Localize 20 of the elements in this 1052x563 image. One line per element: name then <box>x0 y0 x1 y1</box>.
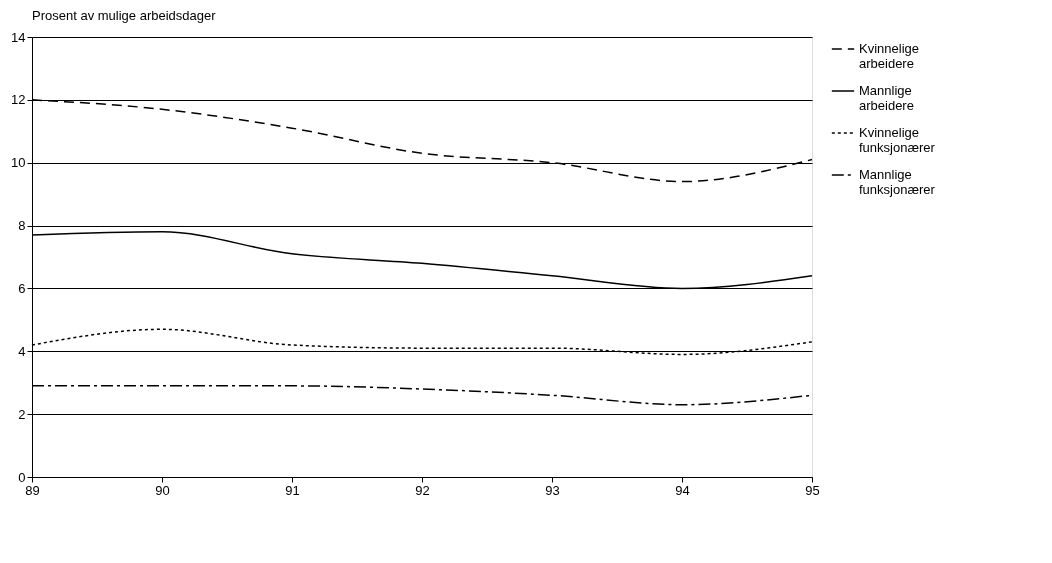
x-tick-label: 92 <box>415 482 430 498</box>
x-tick-label: 91 <box>285 482 300 498</box>
y-tick-label: 2 <box>18 406 26 422</box>
y-tick-label: 0 <box>18 469 26 485</box>
legend-label: Kvinnelige funksjonærer <box>859 125 936 155</box>
y-tick-label: 14 <box>11 29 26 45</box>
x-tick-label: 90 <box>155 482 170 498</box>
y-tick-label: 6 <box>18 280 26 296</box>
x-tick-label: 93 <box>545 482 560 498</box>
x-tick-label: 94 <box>675 482 690 498</box>
y-tick-label: 10 <box>11 155 26 171</box>
legend-label: Mannlige funksjonærer <box>859 167 936 197</box>
y-tick-label: 8 <box>18 218 26 234</box>
x-tick-label: 89 <box>25 482 40 498</box>
y-tick-label: 12 <box>11 92 26 108</box>
legend-label: Mannlige arbeidere <box>859 83 914 113</box>
y-tick-label: 4 <box>18 343 26 359</box>
legend-label: Kvinnelige arbeidere <box>859 41 919 71</box>
x-tick-label: 95 <box>805 482 820 498</box>
chart-title: Prosent av mulige arbeidsdager <box>32 8 217 23</box>
